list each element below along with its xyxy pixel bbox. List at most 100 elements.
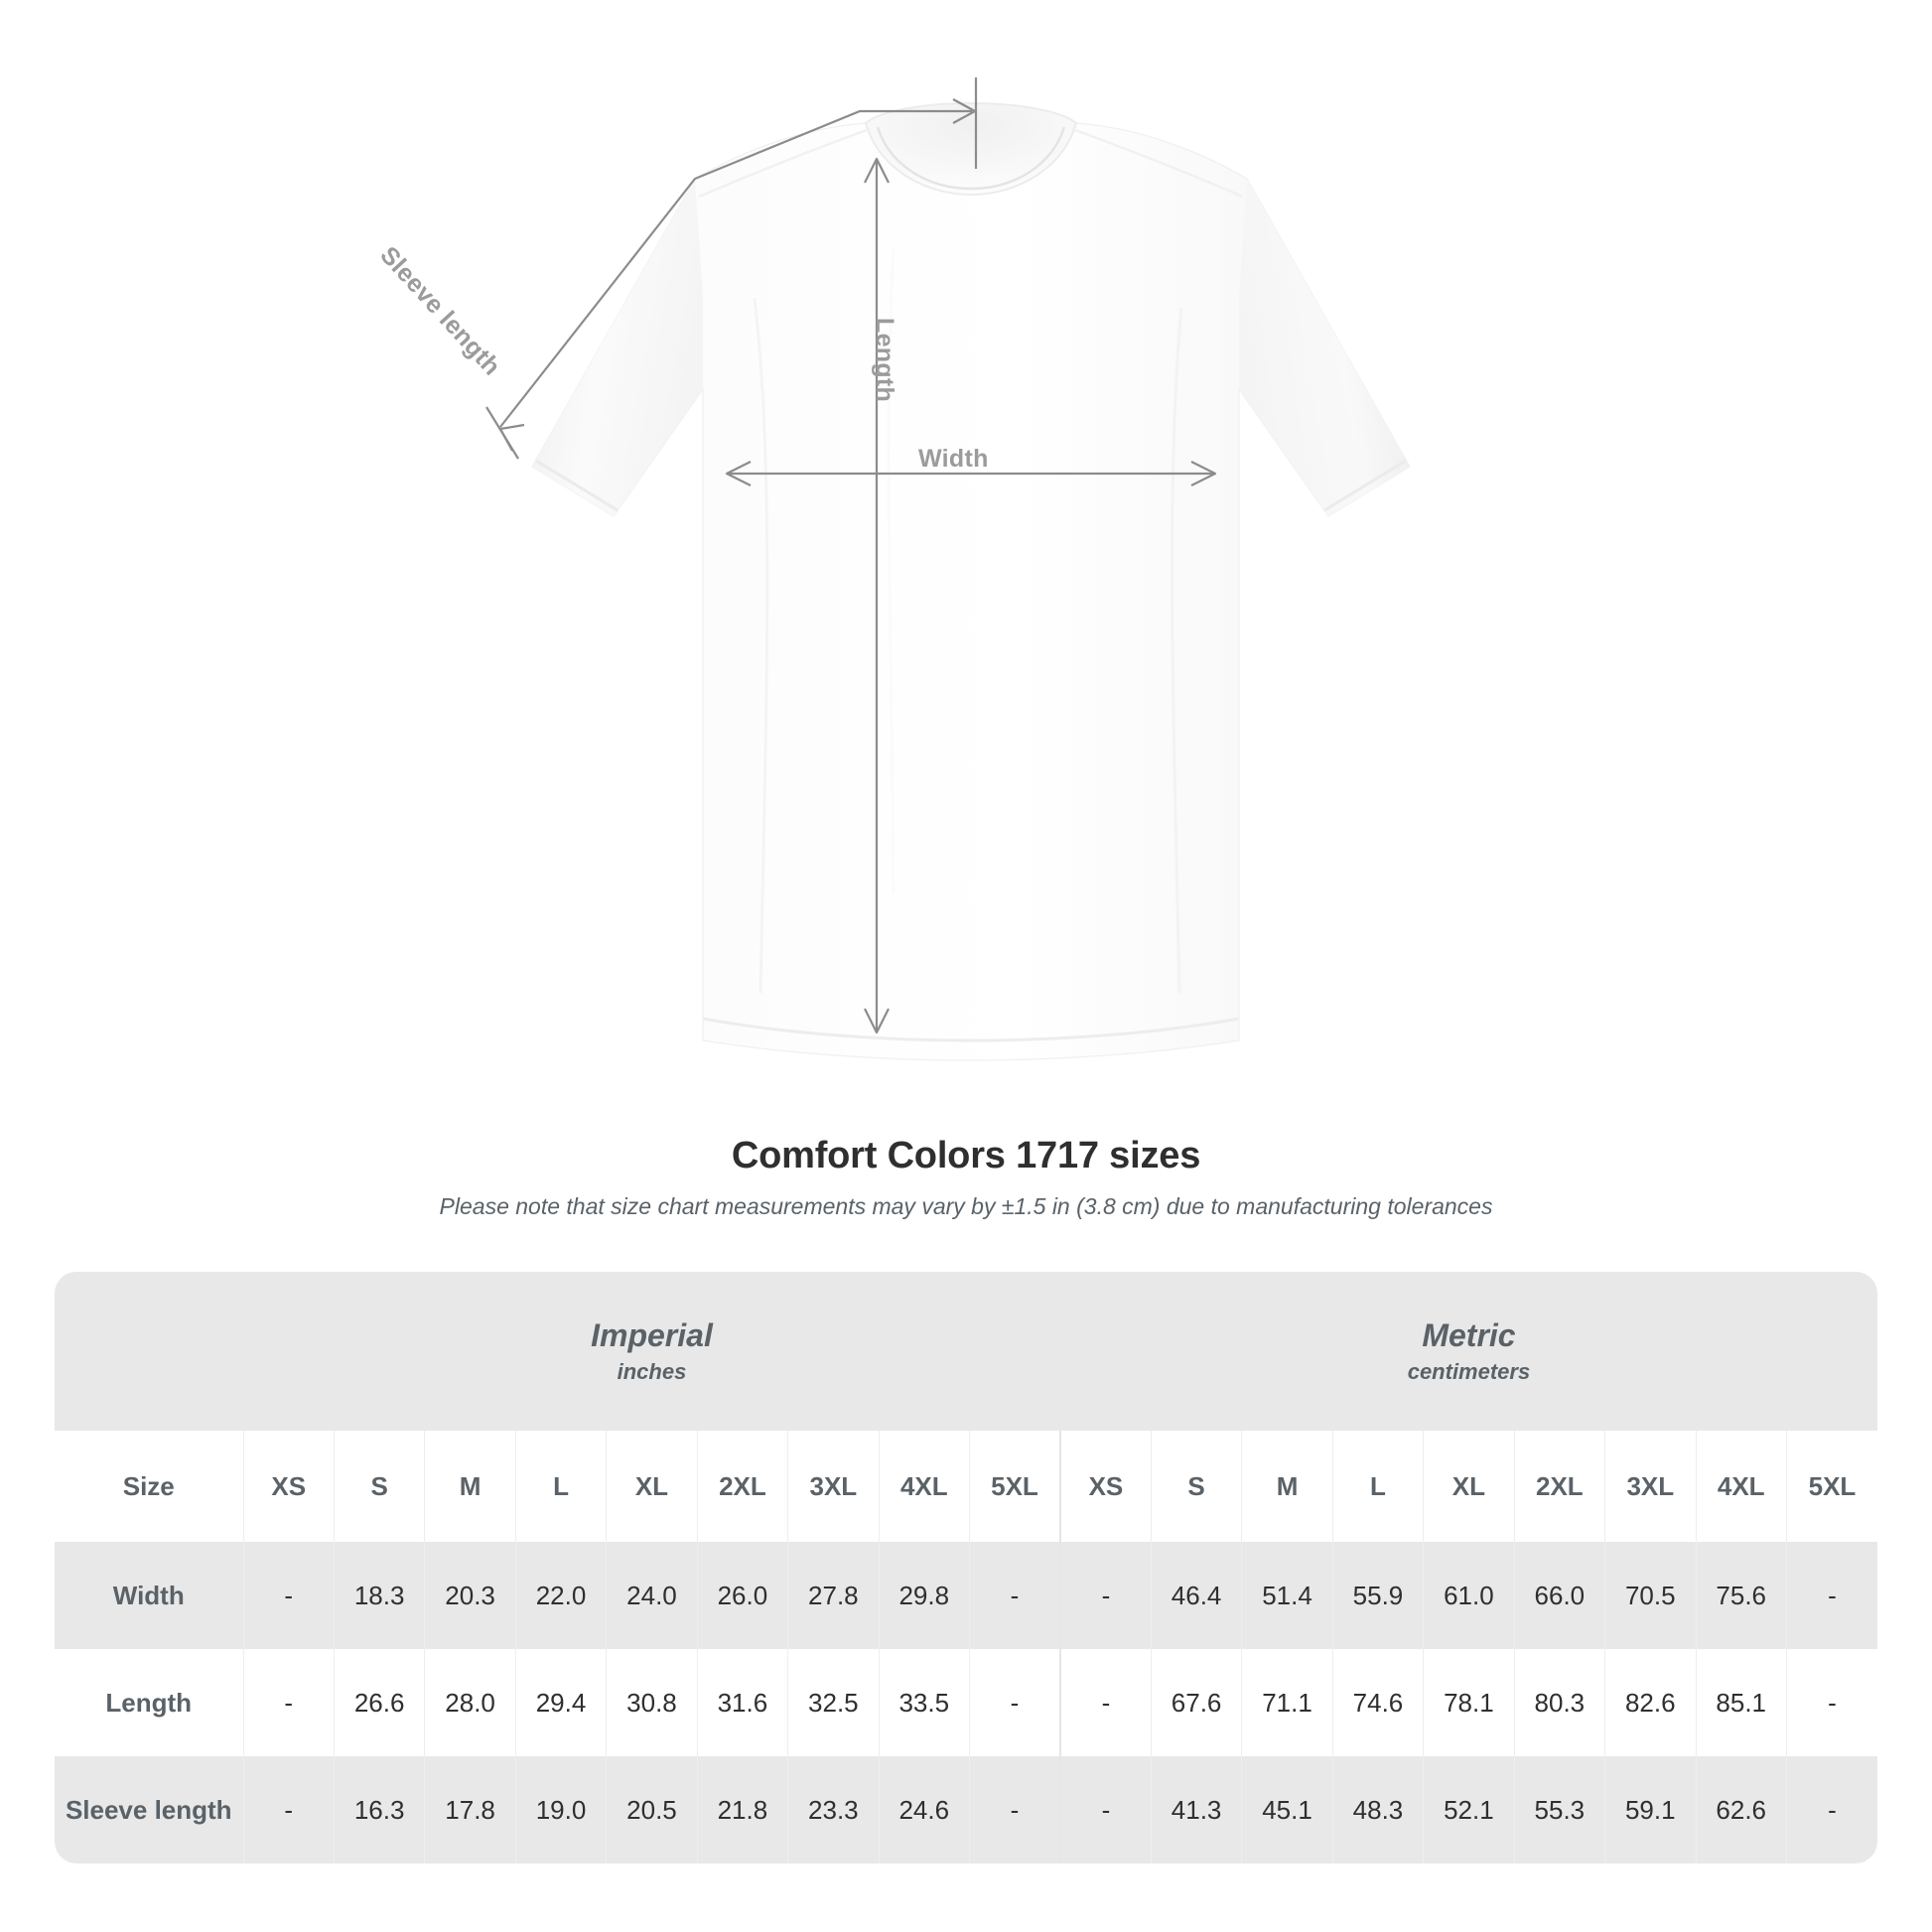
cell-length-imperial-2xl: 31.6 (696, 1649, 788, 1756)
collar-ring (864, 101, 1078, 197)
cell-length-metric-l: 74.6 (1331, 1649, 1424, 1756)
cell-width-metric-5xl: - (1785, 1542, 1877, 1649)
cell-sleeve-length-metric-s: 41.3 (1150, 1756, 1242, 1863)
cell-width-metric-xs: - (1058, 1542, 1152, 1649)
cell-length-imperial-5xl: - (968, 1649, 1060, 1756)
cell-sleeve-length-metric-4xl: 62.6 (1695, 1756, 1787, 1863)
right-sleeve-hem (1323, 459, 1407, 512)
tolerance-note: Please note that size chart measurements… (439, 1193, 1493, 1219)
size-header-metric-2xl: 2XL (1513, 1431, 1605, 1542)
size-chart-table: Imperial inches Metric centimeters Size … (55, 1272, 1877, 1863)
cell-sleeve-length-metric-m: 45.1 (1241, 1756, 1333, 1863)
cell-length-metric-2xl: 80.3 (1513, 1649, 1605, 1756)
size-header-row: Size XS S M L XL 2XL 3XL 4XL 5XL XS S M L XL 2XL 3XL 4XL… (55, 1431, 1877, 1542)
size-header-metric-l: L (1331, 1431, 1424, 1542)
cell-length-imperial-s: 26.6 (333, 1649, 425, 1756)
cell-sleeve-length-metric-l: 48.3 (1331, 1756, 1424, 1863)
cell-sleeve-length-metric-xl: 52.1 (1423, 1756, 1515, 1863)
size-header-imperial-5xl: 5XL (968, 1431, 1060, 1542)
cell-length-metric-m: 71.1 (1241, 1649, 1333, 1756)
cell-length-imperial-xl: 30.8 (606, 1649, 698, 1756)
cell-width-metric-xl: 61.0 (1423, 1542, 1515, 1649)
length-dimension-label: Length (871, 318, 898, 403)
cell-width-imperial-l: 22.0 (514, 1542, 607, 1649)
length-arrow-top-head (864, 157, 890, 184)
cell-sleeve-length-metric-xs: - (1058, 1756, 1152, 1863)
size-table-container: Imperial inches Metric centimeters Size … (55, 1272, 1877, 1863)
cell-width-metric-l: 55.9 (1331, 1542, 1424, 1649)
cell-sleeve-length-metric-2xl: 55.3 (1513, 1756, 1605, 1863)
width-dimension-label: Width (918, 445, 989, 473)
cell-width-imperial-s: 18.3 (333, 1542, 425, 1649)
bottom-hem (702, 1017, 1240, 1042)
cell-length-metric-4xl: 85.1 (1695, 1649, 1787, 1756)
metric-label: Metric (1422, 1316, 1516, 1353)
size-header-imperial-2xl: 2XL (696, 1431, 788, 1542)
table-head: Imperial inches Metric centimeters Size … (55, 1272, 1877, 1542)
cell-length-metric-xs: - (1058, 1649, 1152, 1756)
size-header-metric-xl: XL (1423, 1431, 1515, 1542)
cell-length-metric-3xl: 82.6 (1604, 1649, 1696, 1756)
size-header-imperial-3xl: 3XL (787, 1431, 880, 1542)
shirt-body-group (531, 101, 1411, 1061)
width-arrow-left-head (725, 461, 752, 486)
cell-length-metric-5xl: - (1785, 1649, 1877, 1756)
metric-system-header: Metric centimeters (1059, 1272, 1877, 1431)
cell-sleeve-length-metric-3xl: 59.1 (1604, 1756, 1696, 1863)
size-header-metric-m: M (1241, 1431, 1333, 1542)
cell-width-metric-m: 51.4 (1241, 1542, 1333, 1649)
left-shoulder-seam (698, 127, 871, 199)
cell-sleeve-length-imperial-xl: 20.5 (606, 1756, 698, 1863)
cell-sleeve-length-imperial-m: 17.8 (424, 1756, 516, 1863)
tshirt-diagram: Sleeve length Length Width (374, 77, 1411, 1061)
cell-length-metric-s: 67.6 (1150, 1649, 1242, 1756)
row-label-sleeve-length: Sleeve length (55, 1756, 243, 1863)
unit-system-row: Imperial inches Metric centimeters (55, 1272, 1877, 1431)
length-arrow-bottom-head (864, 1008, 890, 1035)
sleeve-arrow-left-head (498, 423, 525, 452)
measurement-lines (485, 77, 1217, 1035)
page-title: Comfort Colors 1717 sizes (731, 1135, 1201, 1176)
cell-sleeve-length-imperial-5xl: - (968, 1756, 1060, 1863)
size-header-imperial-xl: XL (606, 1431, 698, 1542)
cell-sleeve-length-imperial-xs: - (242, 1756, 335, 1863)
cell-sleeve-length-imperial-3xl: 23.3 (787, 1756, 880, 1863)
cell-width-imperial-xs: - (242, 1542, 335, 1649)
size-header-imperial-s: S (333, 1431, 425, 1542)
sleeve-end-tick (485, 406, 519, 460)
left-sleeve-hem (535, 459, 619, 512)
cell-width-metric-4xl: 75.6 (1695, 1542, 1787, 1649)
row-label-width: Width (55, 1542, 243, 1649)
size-header-metric-xs: XS (1058, 1431, 1152, 1542)
cell-length-imperial-xs: - (242, 1649, 335, 1756)
cell-sleeve-length-imperial-4xl: 24.6 (878, 1756, 970, 1863)
right-sleeve-shading (1239, 179, 1410, 516)
cell-sleeve-length-imperial-l: 19.0 (514, 1756, 607, 1863)
table-row: Width -18.3 20.3 22.0 24.0 26.0 27.8 29.8- -46.4… (55, 1542, 1877, 1649)
metric-unit: centimeters (1407, 1359, 1531, 1385)
tshirt-illustration (485, 77, 1411, 1061)
cell-width-imperial-m: 20.3 (424, 1542, 516, 1649)
size-header-metric-s: S (1150, 1431, 1242, 1542)
cell-width-imperial-4xl: 29.8 (878, 1542, 970, 1649)
cell-sleeve-length-imperial-2xl: 21.8 (696, 1756, 788, 1863)
table-row: Length -26.6 28.0 29.4 30.8 31.6 32.5 33.5- -67.… (55, 1649, 1877, 1756)
size-header-metric-5xl: 5XL (1785, 1431, 1877, 1542)
size-column-header: Size (55, 1431, 243, 1542)
right-shoulder-seam (1071, 127, 1244, 199)
size-header-imperial-4xl: 4XL (878, 1431, 970, 1542)
sleeve-dimension-line (499, 109, 972, 428)
cell-sleeve-length-imperial-s: 16.3 (333, 1756, 425, 1863)
imperial-label: Imperial (591, 1316, 713, 1353)
cell-length-metric-xl: 78.1 (1423, 1649, 1515, 1756)
fabric-fold-3 (887, 247, 896, 895)
cell-width-imperial-3xl: 27.8 (787, 1542, 880, 1649)
collar-inner-line (876, 126, 1066, 191)
size-header-imperial-m: M (424, 1431, 516, 1542)
cell-width-imperial-xl: 24.0 (606, 1542, 698, 1649)
cell-sleeve-length-metric-5xl: - (1785, 1756, 1877, 1863)
fabric-fold-2 (1171, 307, 1183, 994)
imperial-system-header: Imperial inches (243, 1272, 1060, 1431)
row-label-length: Length (55, 1649, 243, 1756)
